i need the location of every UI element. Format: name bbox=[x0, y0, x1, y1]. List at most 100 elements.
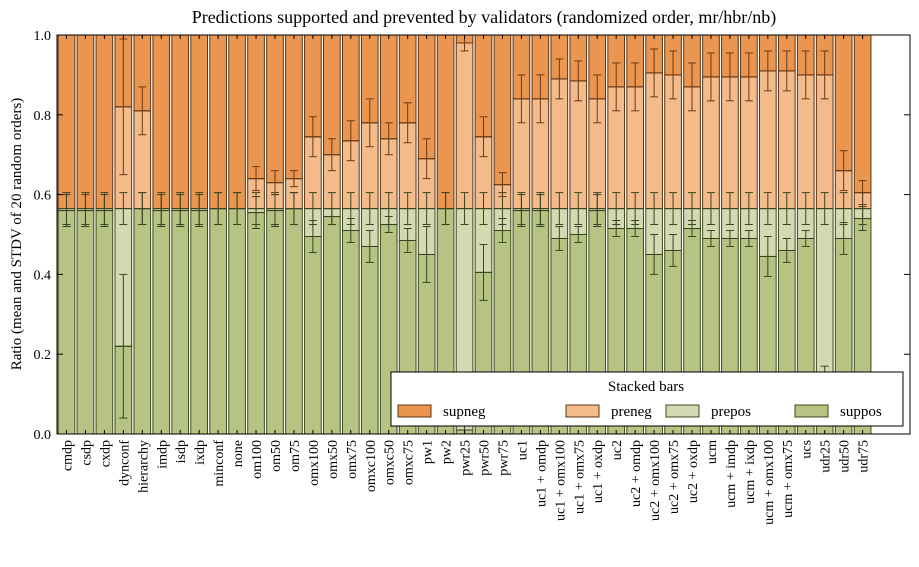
x-tick-label: imdp bbox=[155, 440, 170, 469]
error-bar-prepos bbox=[626, 192, 644, 226]
bar-supneg bbox=[190, 34, 209, 210]
error-bar-preneg bbox=[418, 138, 435, 180]
bar-supneg bbox=[209, 34, 227, 210]
x-tick-label: uc1 + omx100 bbox=[553, 440, 568, 521]
x-tick-label: ixdp bbox=[193, 440, 208, 465]
bar-supneg bbox=[853, 34, 872, 194]
x-tick-label: omx100 bbox=[307, 440, 322, 486]
error-bar-preneg bbox=[740, 52, 758, 102]
error-bar-prepos bbox=[285, 192, 303, 226]
x-tick-label: om75 bbox=[288, 440, 303, 472]
error-bar-preneg bbox=[778, 50, 796, 92]
legend: Stacked bars supneg preneg prepos suppos bbox=[390, 371, 904, 427]
legend-swatch bbox=[397, 404, 432, 418]
x-tick-label: ucm bbox=[705, 440, 720, 464]
legend-title: Stacked bars bbox=[608, 379, 684, 395]
error-bar-prepos bbox=[607, 192, 625, 226]
error-bar-preneg bbox=[380, 122, 398, 156]
bar-suppos bbox=[76, 210, 95, 435]
bar-supneg bbox=[95, 34, 114, 210]
bar-supneg bbox=[493, 34, 512, 186]
error-bar-prepos bbox=[171, 192, 189, 226]
x-tick-label: cxdp bbox=[98, 440, 113, 467]
error-bar-preneg bbox=[532, 74, 549, 124]
y-tick-label: 1.0 bbox=[34, 29, 52, 44]
error-bar-preneg bbox=[683, 62, 701, 112]
error-bar-prepos bbox=[721, 192, 739, 226]
error-bar-prepos bbox=[456, 192, 473, 226]
error-bar-prepos bbox=[550, 192, 568, 226]
x-tick-label: om50 bbox=[269, 440, 284, 472]
x-tick-label: pwr75 bbox=[496, 440, 511, 476]
bar-suppos bbox=[341, 230, 360, 435]
x-tick-label: dynconf bbox=[117, 440, 132, 486]
error-bar-suppos bbox=[569, 226, 587, 243]
error-bar-suppos bbox=[835, 222, 852, 255]
error-bar-prepos bbox=[778, 192, 796, 226]
error-bar-suppos bbox=[797, 230, 815, 247]
error-bar-preneg bbox=[607, 62, 625, 112]
x-tick-label: uc2 + omx75 bbox=[667, 440, 682, 514]
legend-entry-suppos: suppos bbox=[794, 404, 882, 420]
bar-prepos bbox=[815, 208, 834, 379]
bar-suppos bbox=[266, 210, 284, 435]
error-bar-prepos bbox=[228, 192, 246, 226]
error-bar-prepos bbox=[190, 192, 208, 226]
error-bar-suppos bbox=[645, 234, 663, 275]
bar-suppos bbox=[95, 210, 114, 435]
x-tick-label: omxc75 bbox=[402, 440, 417, 485]
x-tick-label: ucm + imdp bbox=[724, 440, 739, 508]
error-bar-prepos bbox=[77, 192, 94, 226]
error-bar-prepos bbox=[797, 192, 815, 226]
error-bar-suppos bbox=[399, 228, 417, 253]
bar-supneg bbox=[247, 34, 265, 180]
error-bar-preneg bbox=[721, 52, 739, 102]
legend-swatch bbox=[794, 404, 829, 418]
bar-supneg bbox=[76, 34, 95, 210]
error-bar-prepos bbox=[247, 192, 265, 226]
error-bar-preneg bbox=[361, 98, 379, 148]
legend-entry-preneg: preneg bbox=[565, 404, 652, 420]
y-tick-label: 0.2 bbox=[34, 348, 52, 363]
error-bar-prepos bbox=[152, 192, 170, 226]
error-bar-preneg bbox=[797, 50, 815, 100]
x-tick-label: ucm + omx75 bbox=[781, 440, 796, 518]
error-bar-prepos bbox=[835, 192, 852, 226]
error-bar-prepos bbox=[361, 192, 379, 226]
error-bar-preneg bbox=[475, 116, 492, 158]
x-tick-label: ucm + omx100 bbox=[762, 440, 777, 525]
error-bar-suppos bbox=[418, 226, 435, 283]
legend-label: prepos bbox=[711, 404, 751, 420]
error-bar-preneg bbox=[550, 58, 568, 100]
error-bar-prepos bbox=[58, 192, 75, 226]
error-bar-suppos bbox=[759, 235, 777, 277]
error-bar-prepos bbox=[133, 192, 151, 226]
bar-suppos bbox=[133, 208, 152, 435]
bar-suppos bbox=[360, 245, 379, 435]
error-bar-suppos bbox=[740, 230, 758, 247]
x-tick-label: uc1 bbox=[515, 440, 530, 460]
error-bar-preneg bbox=[304, 116, 322, 158]
bar-supneg bbox=[285, 34, 303, 180]
x-tick-label: csdp bbox=[79, 440, 94, 466]
x-tick-label: isdp bbox=[174, 440, 189, 463]
error-bar-preneg bbox=[569, 60, 587, 102]
error-bar-preneg bbox=[323, 138, 341, 172]
bar-suppos bbox=[190, 210, 209, 435]
error-bar-prepos bbox=[645, 192, 663, 226]
error-bar-preneg bbox=[645, 48, 663, 98]
x-tick-label: omx50 bbox=[326, 440, 341, 479]
error-bar-suppos bbox=[115, 273, 132, 419]
error-bar-suppos bbox=[778, 237, 796, 263]
bar-supneg bbox=[228, 34, 246, 210]
x-tick-label: uc2 + oxdp bbox=[686, 440, 701, 503]
error-bar-prepos bbox=[437, 192, 454, 226]
error-bar-prepos bbox=[323, 192, 341, 226]
x-tick-label: uc1 + omx75 bbox=[572, 440, 587, 514]
error-bar-prepos bbox=[569, 192, 587, 226]
error-bar-preneg bbox=[247, 166, 265, 192]
error-bar-prepos bbox=[342, 192, 360, 226]
error-bars-group bbox=[58, 34, 871, 435]
bar-suppos bbox=[323, 216, 341, 435]
